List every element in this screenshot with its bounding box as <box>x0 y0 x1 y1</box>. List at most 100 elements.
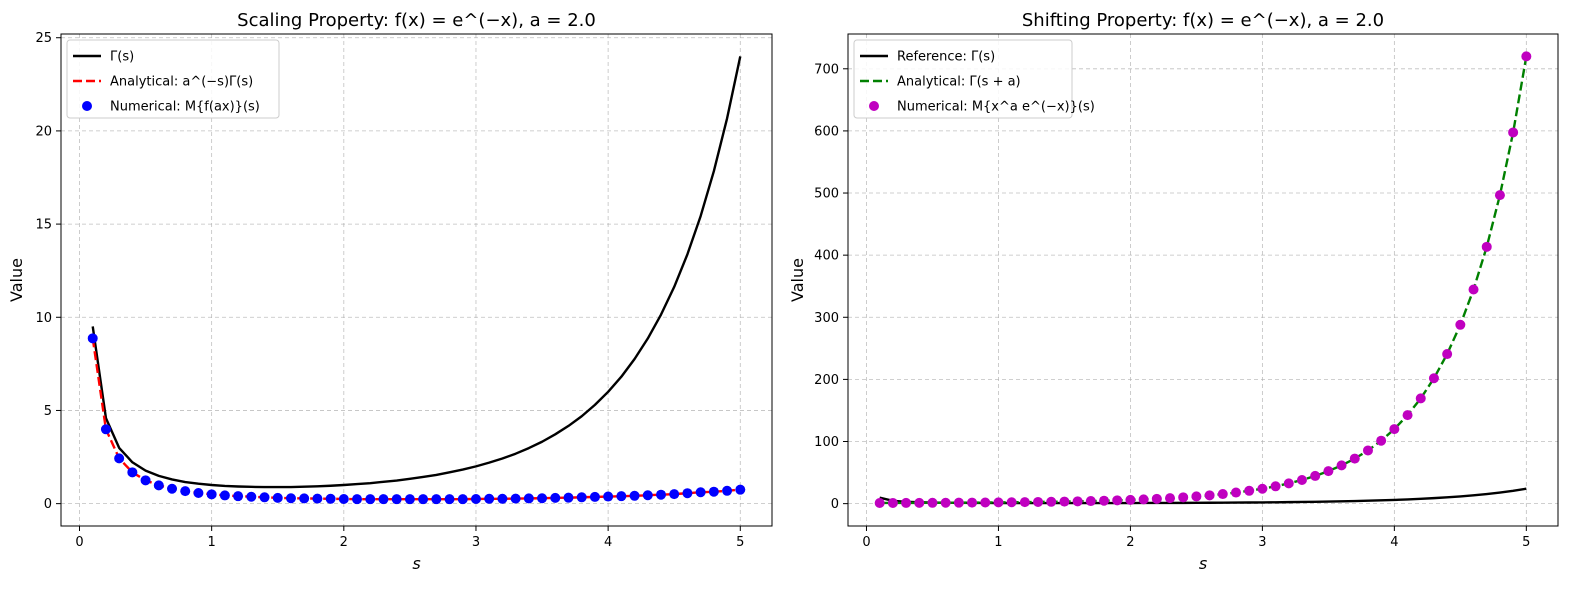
data-point <box>887 497 898 508</box>
plot-area <box>87 56 746 505</box>
data-point <box>537 493 548 504</box>
series-3 <box>87 333 746 505</box>
data-point <box>1468 284 1479 295</box>
x-tick-label: 1 <box>208 535 216 550</box>
y-tick-label: 300 <box>814 311 839 326</box>
data-point <box>682 488 693 499</box>
data-point <box>219 490 230 501</box>
x-tick-label: 4 <box>604 535 612 550</box>
data-point <box>1006 497 1017 508</box>
series-line <box>91 338 741 501</box>
data-point <box>338 493 349 504</box>
data-point <box>1178 492 1189 503</box>
data-point <box>431 494 442 505</box>
data-point <box>167 483 178 494</box>
data-point <box>642 490 653 501</box>
data-point <box>325 493 336 504</box>
data-point <box>378 494 389 505</box>
data-point <box>470 493 481 504</box>
data-point <box>1362 445 1373 456</box>
data-point <box>940 497 951 508</box>
data-point <box>484 493 495 504</box>
data-point <box>1217 489 1228 500</box>
data-point <box>1046 496 1057 507</box>
y-axis-label: Value <box>7 258 26 302</box>
data-point <box>444 494 455 505</box>
series-2 <box>91 338 741 501</box>
legend-label: Analytical: Γ(s + a) <box>897 75 1021 90</box>
y-tick-label: 100 <box>814 435 839 450</box>
legend-label: Numerical: M{x^a e^(−x)}(s) <box>897 100 1095 115</box>
legend-item: Reference: Γ(s) <box>860 50 995 65</box>
data-point <box>1059 496 1070 507</box>
y-tick-label: 0 <box>831 497 839 512</box>
data-point <box>1323 466 1334 477</box>
data-point <box>140 475 151 486</box>
data-point <box>1230 487 1241 498</box>
data-point <box>616 491 627 502</box>
data-point <box>1283 478 1294 489</box>
data-point <box>497 493 508 504</box>
legend-label: Reference: Γ(s) <box>897 50 995 65</box>
data-point <box>365 494 376 505</box>
y-tick-label: 600 <box>814 124 839 139</box>
data-point <box>589 491 600 502</box>
plot-frame <box>60 33 773 527</box>
data-point <box>1428 373 1439 384</box>
data-point <box>404 494 415 505</box>
data-point <box>246 491 257 502</box>
y-axis-label: Value <box>788 258 807 302</box>
legend-label: Numerical: M{f(ax)}(s) <box>110 100 260 115</box>
x-tick-label: 5 <box>1522 535 1530 550</box>
x-tick-label: 0 <box>75 535 83 550</box>
y-tick-label: 0 <box>44 497 52 512</box>
series-line <box>91 56 742 489</box>
data-point <box>1442 349 1453 360</box>
legend-item: Analytical: Γ(s + a) <box>860 75 1021 90</box>
grid <box>848 34 1558 526</box>
legend-label: Γ(s) <box>110 50 134 65</box>
x-axis-label: s <box>412 554 420 573</box>
x-tick-label: 3 <box>1258 535 1266 550</box>
data-point <box>87 333 98 344</box>
data-point <box>180 486 191 497</box>
data-point <box>391 494 402 505</box>
legend-marker <box>869 101 879 111</box>
data-point <box>523 493 534 504</box>
data-point <box>259 492 270 503</box>
series-1 <box>91 56 742 489</box>
x-tick-label: 4 <box>1390 535 1398 550</box>
data-point <box>914 497 925 508</box>
data-point <box>1072 496 1083 507</box>
data-point <box>1296 474 1307 485</box>
data-point <box>967 497 978 508</box>
data-point <box>1204 490 1215 501</box>
data-point <box>550 492 561 503</box>
legend-marker <box>82 101 92 111</box>
data-point <box>352 494 363 505</box>
data-point <box>1257 483 1268 494</box>
data-point <box>114 453 125 464</box>
data-point <box>669 489 680 500</box>
series-line <box>879 56 1528 505</box>
data-point <box>1481 241 1492 252</box>
x-tick-label: 1 <box>994 535 1002 550</box>
data-point <box>1244 485 1255 496</box>
legend-box <box>66 39 280 119</box>
y-tick-label: 15 <box>35 218 52 233</box>
y-tick-label: 500 <box>814 187 839 202</box>
data-point <box>1310 470 1321 481</box>
legend-box <box>853 39 1073 119</box>
data-point <box>1033 496 1044 507</box>
data-point <box>629 490 640 501</box>
data-point <box>299 493 310 504</box>
data-point <box>153 480 164 491</box>
plot-frame <box>847 33 1559 527</box>
data-point <box>576 492 587 503</box>
data-point <box>1349 453 1360 464</box>
data-point <box>993 497 1004 508</box>
y-tick-label: 5 <box>44 404 52 419</box>
data-point <box>1191 491 1202 502</box>
data-point <box>655 489 666 500</box>
